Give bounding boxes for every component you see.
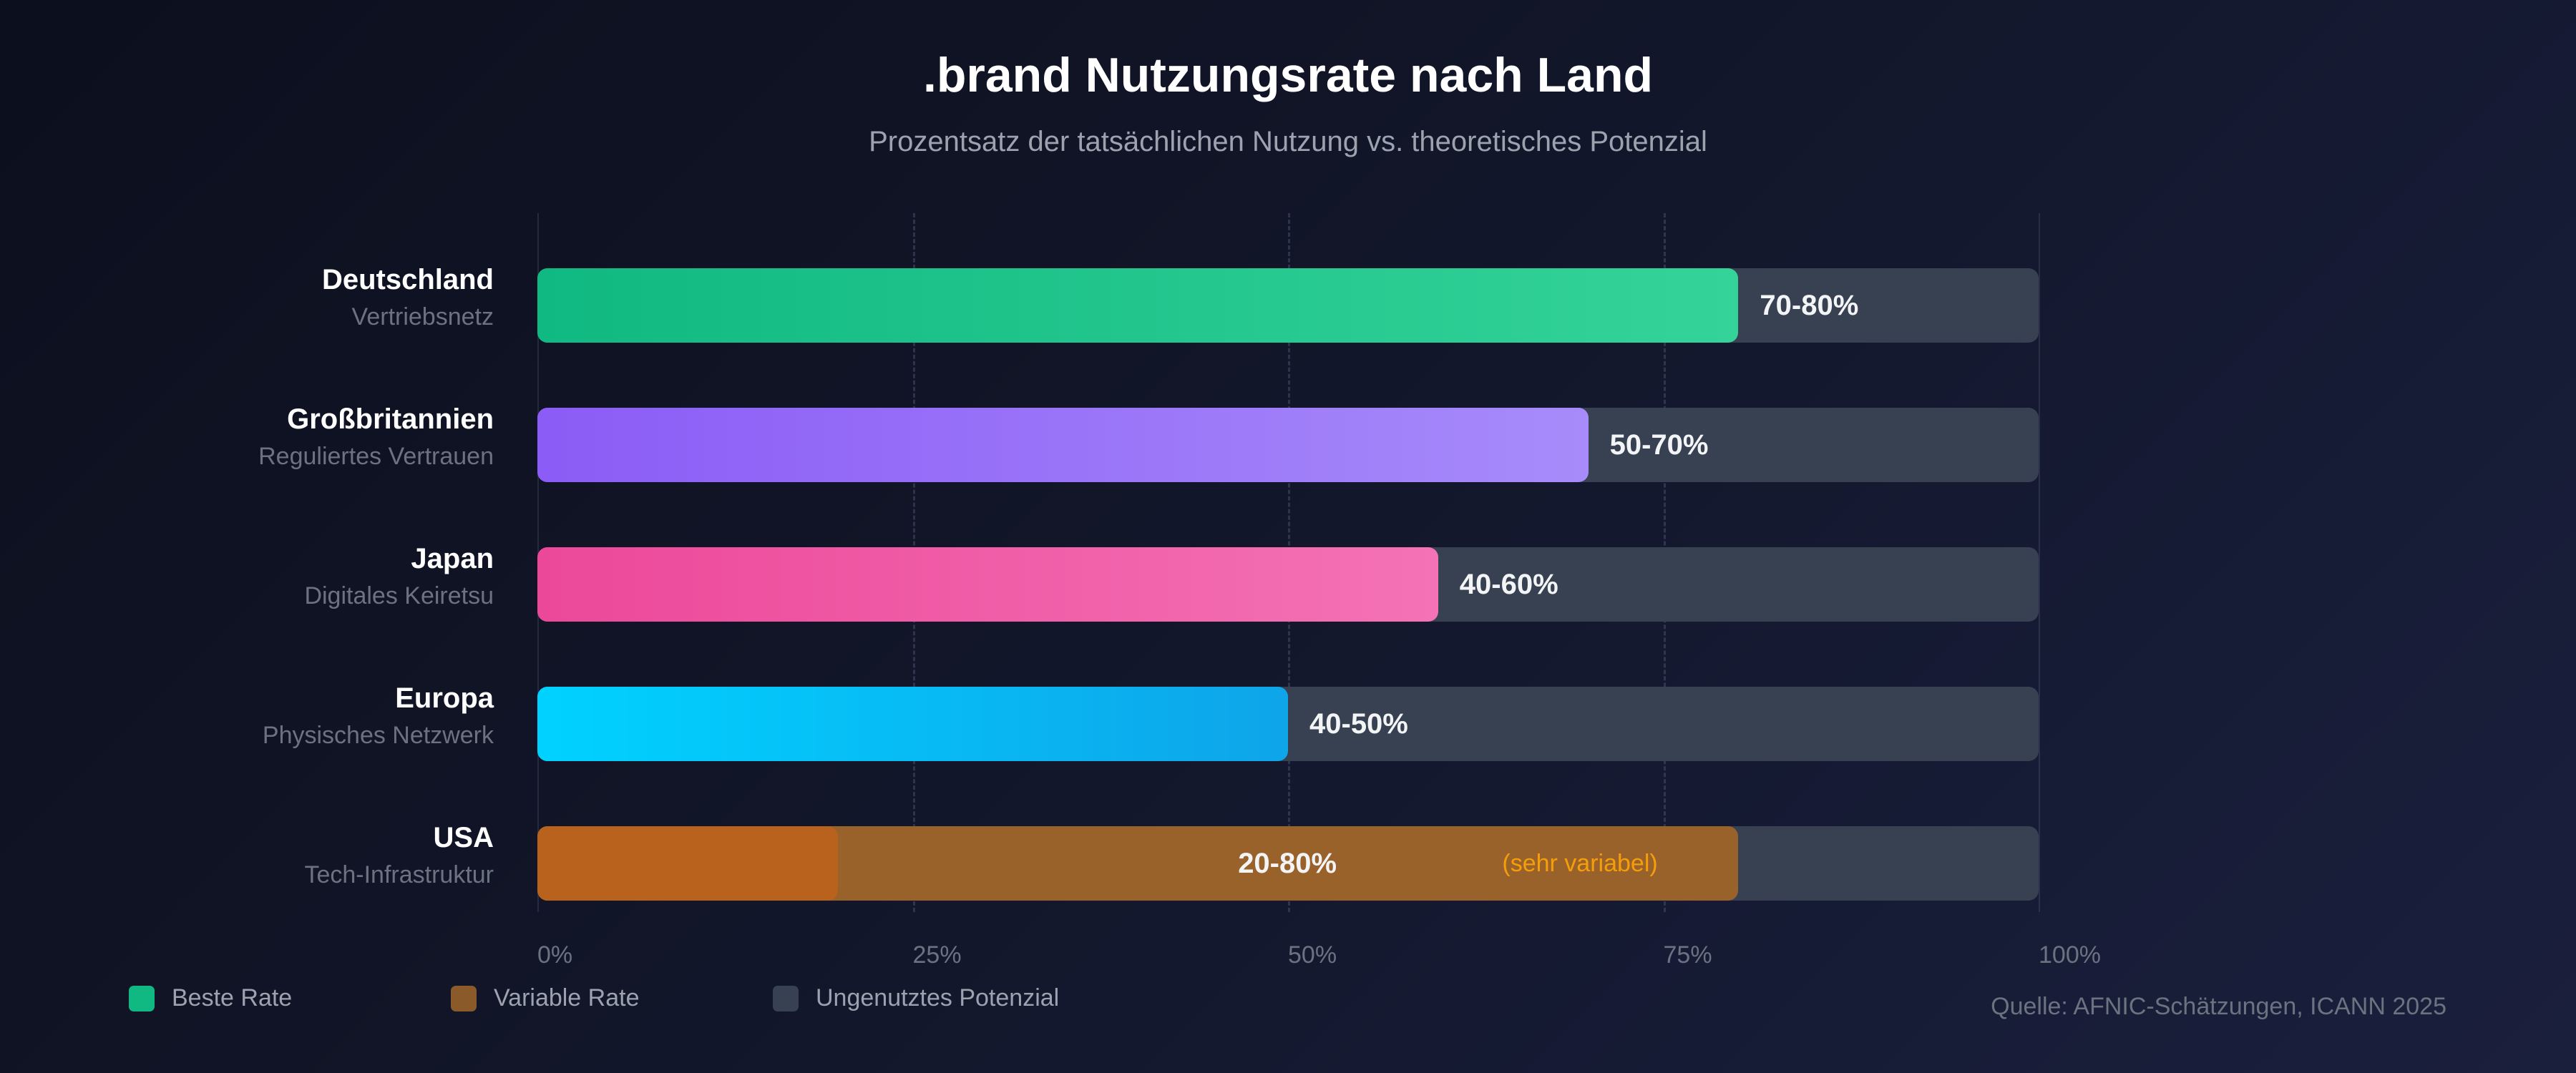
bar-row: 50-70% <box>537 408 2039 482</box>
country-subtitle: Physisches Netzwerk <box>262 722 494 749</box>
bar-großbritannien <box>537 408 1589 482</box>
chart-subtitle: Prozentsatz der tatsächlichen Nutzung vs… <box>869 126 1707 157</box>
country-subtitle: Reguliertes Vertrauen <box>258 443 494 470</box>
bar-note: (sehr variabel) <box>1502 850 1658 877</box>
x-tick-label: 75% <box>1663 941 1712 969</box>
category-label: Japan Digitales Keiretsu <box>304 543 494 610</box>
bar-row: 70-80% <box>537 268 2039 343</box>
country-name: Japan <box>411 543 494 574</box>
legend-swatch-variable <box>451 985 477 1011</box>
x-tick-label: 0% <box>537 941 573 969</box>
country-name: USA <box>433 822 494 853</box>
bar-europa <box>537 687 1288 761</box>
country-name: Deutschland <box>321 264 494 295</box>
bar-value-label: 20-80% <box>1238 848 1337 879</box>
bar-minimum <box>537 826 838 901</box>
legend-item-unused: Ungenutztes Potenzial <box>773 984 1059 1012</box>
category-label: Deutschland Vertriebsnetz <box>322 264 494 331</box>
bar-value-label: 70-80% <box>1760 290 1859 321</box>
bar-value-label: 50-70% <box>1609 429 1709 461</box>
bar-japan <box>537 547 1438 622</box>
category-label: Großbritannien Reguliertes Vertrauen <box>258 403 494 471</box>
x-tick-label: 50% <box>1288 941 1337 969</box>
legend-label: Beste Rate <box>172 984 293 1011</box>
country-name: Europa <box>395 682 494 714</box>
plot-area: 70-80% 50-70% 40-60% 40-50% 20-80% (sehr vari… <box>537 213 2040 912</box>
gridline-100 <box>2039 213 2040 912</box>
legend-label: Ungenutztes Potenzial <box>816 984 1060 1011</box>
bar-row: 20-80% (sehr variabel) <box>537 826 2039 901</box>
country-name: Großbritannien <box>287 403 494 435</box>
bar-value-label: 40-60% <box>1459 569 1558 600</box>
country-subtitle: Vertriebsnetz <box>351 303 494 330</box>
bar-row: 40-50% <box>537 687 2039 761</box>
legend-swatch-best <box>129 985 155 1011</box>
country-subtitle: Tech-Infrastruktur <box>304 861 494 888</box>
bar-deutschland <box>537 268 1739 343</box>
legend-swatch-unused <box>773 985 799 1011</box>
chart-title: .brand Nutzungsrate nach Land <box>922 48 1654 102</box>
x-tick-label: 25% <box>912 941 962 969</box>
category-label: USA Tech-Infrastruktur <box>304 822 494 889</box>
category-label: Europa Physisches Netzwerk <box>263 682 494 750</box>
legend-item-best: Beste Rate <box>129 984 292 1012</box>
country-subtitle: Digitales Keiretsu <box>304 582 494 609</box>
bar-value-label: 40-50% <box>1309 708 1408 740</box>
legend-label: Variable Rate <box>494 984 640 1011</box>
x-tick-label: 100% <box>2039 941 2101 969</box>
legend-item-variable: Variable Rate <box>451 984 640 1012</box>
bar-row: 40-60% <box>537 547 2039 622</box>
source-note: Quelle: AFNIC-Schätzungen, ICANN 2025 <box>1991 993 2446 1020</box>
